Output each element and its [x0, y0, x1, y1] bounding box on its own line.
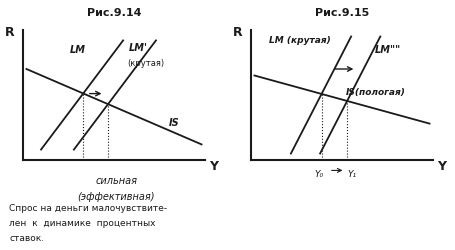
Text: LM (крутая): LM (крутая): [268, 36, 330, 45]
Text: LM"": LM"": [374, 46, 400, 56]
Text: (крутая): (крутая): [126, 60, 163, 68]
Text: Y₁: Y₁: [346, 170, 355, 179]
Text: IS(пологая): IS(пологая): [345, 88, 404, 97]
Text: Y₀: Y₀: [313, 170, 323, 179]
Text: (эффективная): (эффективная): [77, 192, 155, 202]
Text: лен  к  динамике  процентных: лен к динамике процентных: [9, 219, 155, 228]
Text: R: R: [232, 26, 242, 40]
Text: R: R: [5, 26, 14, 40]
Text: LM: LM: [70, 46, 86, 56]
Text: Рис.9.15: Рис.9.15: [314, 8, 368, 18]
Text: Спрос на деньги малочувствите-: Спрос на деньги малочувствите-: [9, 204, 167, 213]
Text: Рис.9.14: Рис.9.14: [86, 8, 141, 18]
Text: Y: Y: [208, 160, 217, 173]
Text: ставок.: ставок.: [9, 234, 44, 243]
Text: сильная: сильная: [95, 176, 137, 186]
Text: LM': LM': [128, 43, 147, 53]
Text: Y: Y: [436, 160, 445, 173]
Text: IS: IS: [168, 118, 179, 128]
